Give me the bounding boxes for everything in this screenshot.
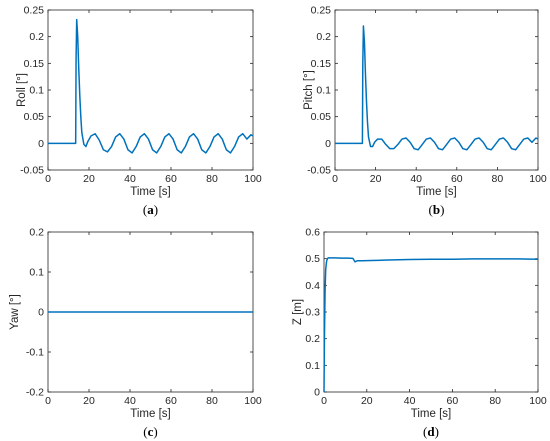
- x-tick-label: 20: [83, 395, 95, 407]
- plot-frame: [334, 9, 539, 171]
- x-tick-label: 0: [45, 395, 51, 407]
- y-tick-label: 0.3: [305, 307, 320, 319]
- series-line-0: [48, 18, 254, 154]
- subfigure-label: (a): [143, 202, 158, 217]
- y-tick-label: 0.6: [305, 227, 320, 239]
- y-tick-label: 0.1: [29, 267, 44, 279]
- subfigure-label-open: (: [143, 424, 147, 439]
- subfigure-label-letter: a: [147, 202, 154, 217]
- y-tick-label: 0.2: [316, 31, 331, 43]
- subfigure-label-open: (: [143, 202, 147, 217]
- y-tick-label: 0.25: [24, 5, 45, 17]
- y-tick-label: 0.2: [29, 227, 44, 239]
- subfigure-label: (c): [143, 424, 157, 439]
- x-tick-label: 20: [361, 395, 373, 407]
- y-tick-label: 0.5: [305, 253, 320, 265]
- series-line-0: [335, 25, 539, 151]
- subfigure-label-open: (: [429, 202, 433, 217]
- y-tick-label: 0: [38, 138, 44, 150]
- x-tick-label: 40: [124, 395, 136, 407]
- y-tick-label: 0.05: [24, 111, 45, 123]
- x-tick-label: 80: [206, 395, 218, 407]
- x-tick-label: 0: [321, 395, 327, 407]
- y-tick-label: 0.05: [311, 111, 332, 123]
- plot-frame: [323, 231, 539, 393]
- x-tick-label: 60: [165, 395, 177, 407]
- x-tick-label: 40: [404, 395, 416, 407]
- x-tick-label: 100: [529, 173, 547, 185]
- x-tick-label: 100: [244, 395, 262, 407]
- y-tick-label: 0.1: [29, 85, 44, 97]
- x-axis-label: Time [s]: [130, 186, 170, 198]
- subfigure-label: (d): [423, 424, 439, 439]
- chart-panel-a: 0 20 40 60 80 100-0.0500.050.10.150.20.25Time…: [16, 5, 262, 218]
- y-tick-label: 0.15: [311, 58, 332, 70]
- y-tick-label: -0.05: [20, 165, 44, 177]
- x-tick-label: 20: [83, 173, 95, 185]
- x-tick-label: 40: [410, 173, 422, 185]
- subfigure-label-open: (: [423, 424, 427, 439]
- subfigure-label-close: ): [440, 202, 444, 217]
- y-tick-label: 0: [325, 138, 331, 150]
- y-tick-label: 0.4: [305, 280, 320, 292]
- x-tick-label: 60: [165, 173, 177, 185]
- y-tick-label: 0.1: [316, 85, 331, 97]
- x-axis-label: Time [s]: [130, 408, 170, 420]
- chart-panel-c: 0 20 40 60 80 100 -0.2 -0.1 0 0.1 0.2 Time [s] Yaw […: [9, 227, 262, 440]
- subfigure-label-close: ): [435, 424, 439, 439]
- x-tick-label: 60: [447, 395, 459, 407]
- subfigure-label: (b): [429, 202, 445, 217]
- y-axis-label: Yaw [°]: [9, 294, 21, 330]
- y-tick-label: 0.25: [311, 5, 332, 17]
- x-tick-label: 20: [370, 173, 382, 185]
- chart-panel-b: 0 20 40 60 80 100-0.0500.050.10.150.20.25Time…: [303, 5, 547, 218]
- y-tick-label: 0.1: [305, 360, 320, 372]
- x-axis-label: Time [s]: [411, 408, 451, 420]
- x-tick-label: 40: [124, 173, 136, 185]
- x-tick-label: 80: [206, 173, 218, 185]
- y-tick-label: 0.15: [24, 58, 45, 70]
- subfigure-label-close: ): [154, 202, 158, 217]
- x-tick-label: 100: [244, 173, 262, 185]
- x-tick-label: 0: [332, 173, 338, 185]
- y-axis-label: Z [m]: [292, 299, 304, 325]
- y-tick-label: 0.2: [29, 31, 44, 43]
- y-tick-label: 0: [38, 307, 44, 319]
- x-tick-label: 0: [45, 173, 51, 185]
- y-tick-label: 0: [314, 387, 320, 399]
- subfigure-label-letter: b: [433, 202, 440, 217]
- x-tick-label: 100: [529, 395, 547, 407]
- x-tick-label: 80: [489, 395, 501, 407]
- x-axis-label: Time [s]: [416, 186, 456, 198]
- chart-panel-d: 0 20 40 60 80 100 0 0.1 0.2 0.3 0.4 0.5 0.6 Time [s] Z…: [292, 227, 547, 440]
- subfigure-label-letter: d: [427, 424, 435, 439]
- x-tick-label: 60: [451, 173, 463, 185]
- subfigure-label-letter: c: [148, 424, 154, 439]
- x-tick-label: 80: [492, 173, 504, 185]
- series-line-0: [323, 257, 539, 393]
- y-axis-label: Pitch [°]: [303, 70, 315, 110]
- y-tick-label: -0.1: [26, 347, 44, 359]
- y-tick-label: -0.05: [307, 165, 331, 177]
- y-tick-label: 0.2: [305, 333, 320, 345]
- subfigure-label-close: ): [153, 424, 157, 439]
- y-axis-label: Roll [°]: [16, 73, 28, 107]
- y-tick-label: -0.2: [26, 387, 44, 399]
